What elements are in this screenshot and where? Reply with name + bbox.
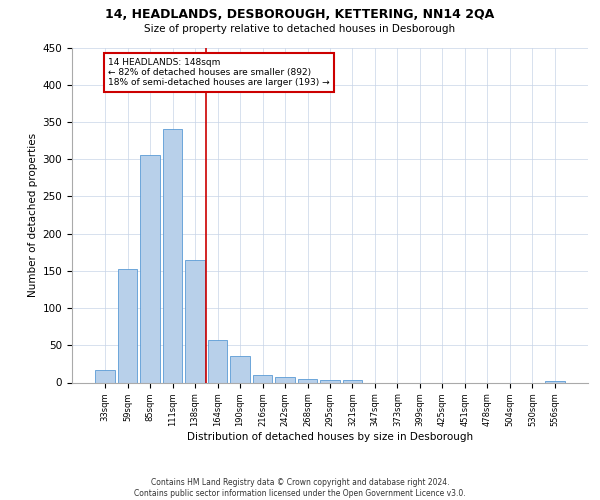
Text: Size of property relative to detached houses in Desborough: Size of property relative to detached ho… (145, 24, 455, 34)
Bar (343, 380, 362, 382)
Text: 14, HEADLANDS, DESBOROUGH, KETTERING, NN14 2QA: 14, HEADLANDS, DESBOROUGH, KETTERING, NN… (106, 8, 494, 20)
Bar (185, 260, 205, 382)
Y-axis label: Number of detached properties: Number of detached properties (28, 133, 38, 297)
Bar (208, 340, 227, 382)
Bar (320, 380, 340, 382)
Bar (298, 379, 317, 382)
Bar (140, 156, 160, 382)
Bar (230, 356, 250, 382)
Bar (275, 376, 295, 382)
Bar (95, 370, 115, 382)
Text: 14 HEADLANDS: 148sqm
← 82% of detached houses are smaller (892)
18% of semi-deta: 14 HEADLANDS: 148sqm ← 82% of detached h… (108, 58, 330, 88)
X-axis label: Distribution of detached houses by size in Desborough: Distribution of detached houses by size … (187, 432, 473, 442)
Bar (545, 381, 565, 382)
Bar (118, 270, 137, 382)
Text: Contains HM Land Registry data © Crown copyright and database right 2024.
Contai: Contains HM Land Registry data © Crown c… (134, 478, 466, 498)
Bar (253, 375, 272, 382)
Bar (163, 130, 182, 382)
